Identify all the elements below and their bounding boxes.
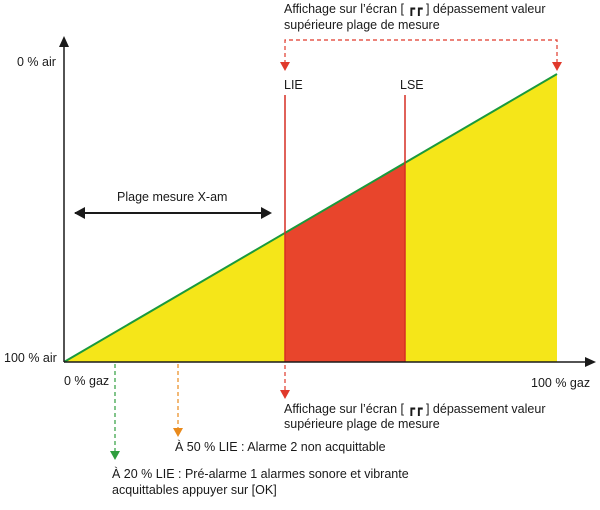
lse-label: LSE	[400, 78, 424, 92]
y-axis-arrowhead	[59, 36, 69, 47]
alarm-50-label: À 50 % LIE : Alarme 2 non acquittable	[175, 439, 386, 454]
concentration-line	[63, 73, 558, 363]
display-top-line1: Affichage sur l’écran [ ┏┏ ] dépassement…	[284, 2, 545, 17]
range-label: Plage mesure X-am	[117, 190, 227, 204]
alarm-20-line1: À 20 % LIE : Pré-alarme 1 alarmes sonore…	[112, 466, 409, 481]
display-bottom-line2: supérieure plage de mesure	[284, 417, 440, 431]
safe-zone-right	[405, 74, 557, 362]
y-top-label: 0 % air	[17, 55, 56, 69]
y-bottom-label: 100 % air	[4, 351, 57, 365]
range-arrowhead-left	[74, 207, 85, 219]
alarm-20-arrow	[110, 451, 120, 460]
x-axis-arrowhead	[585, 357, 596, 367]
display-bottom-arrow	[280, 390, 290, 399]
range-arrowhead-right	[261, 207, 272, 219]
display-top-arrow-left	[280, 62, 290, 71]
x-left-label: 0 % gaz	[64, 374, 109, 388]
alarm-50-arrow	[173, 428, 183, 437]
display-top-arrow-right	[552, 62, 562, 71]
x-right-label: 100 % gaz	[531, 376, 590, 390]
alarm-zone	[285, 162, 405, 362]
lie-label: LIE	[284, 78, 303, 92]
display-bottom-line1: Affichage sur l’écran [ ┏┏ ] dépassement…	[284, 402, 545, 417]
display-top-line2: supérieure plage de mesure	[284, 18, 440, 32]
alarm-20-line2: acquittables appuyer sur [OK]	[112, 483, 277, 497]
display-top-bracket	[284, 39, 558, 64]
